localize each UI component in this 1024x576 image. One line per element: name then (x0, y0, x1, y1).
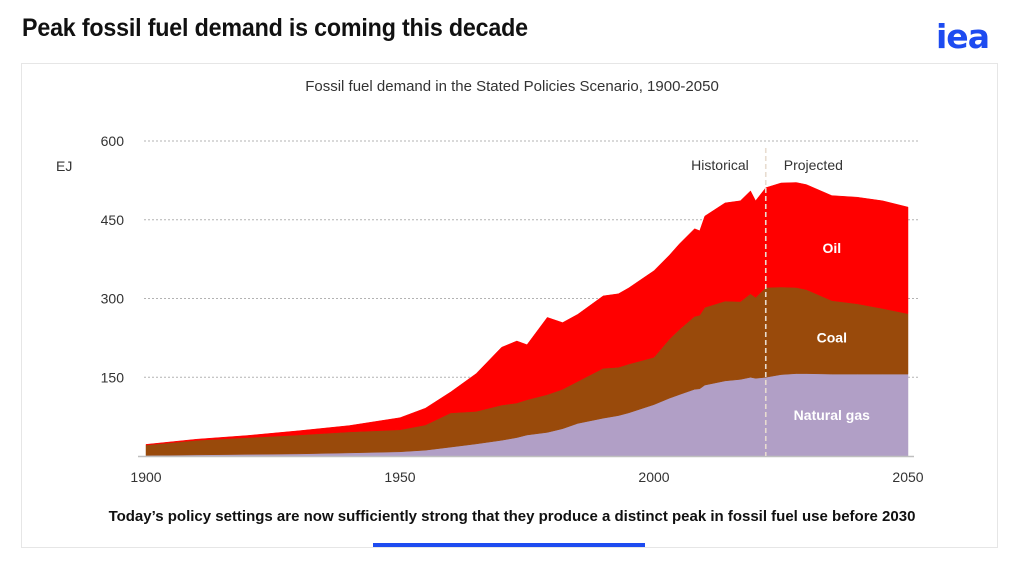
y-tick-label: 450 (101, 212, 125, 228)
y-tick-label: 600 (101, 133, 125, 149)
y-axis-label: EJ (56, 158, 72, 174)
series-label: Coal (817, 329, 847, 345)
historical-label: Historical (691, 157, 749, 173)
slide-title: Peak fossil fuel demand is coming this d… (22, 14, 528, 42)
axis-ticks: 150 300 450 600 1900 1950 2000 2050 (101, 133, 924, 485)
iea-logo: iea (936, 17, 990, 56)
projected-label: Projected (784, 157, 843, 173)
series-label: Oil (822, 240, 841, 256)
accent-bar (373, 543, 645, 547)
x-tick-label: 2050 (892, 469, 923, 485)
y-tick-label: 300 (101, 291, 125, 307)
x-tick-label: 1950 (384, 469, 415, 485)
series-labels: Natural gas Coal Oil (794, 240, 870, 423)
x-tick-label: 2000 (638, 469, 669, 485)
y-tick-label: 150 (101, 369, 125, 385)
x-tick-label: 1900 (130, 469, 161, 485)
slide-caption: Today’s policy settings are now sufficie… (108, 508, 916, 525)
chart-title: Fossil fuel demand in the Stated Policie… (305, 78, 719, 95)
area-oil (145, 182, 909, 446)
series-label: Natural gas (794, 407, 870, 423)
